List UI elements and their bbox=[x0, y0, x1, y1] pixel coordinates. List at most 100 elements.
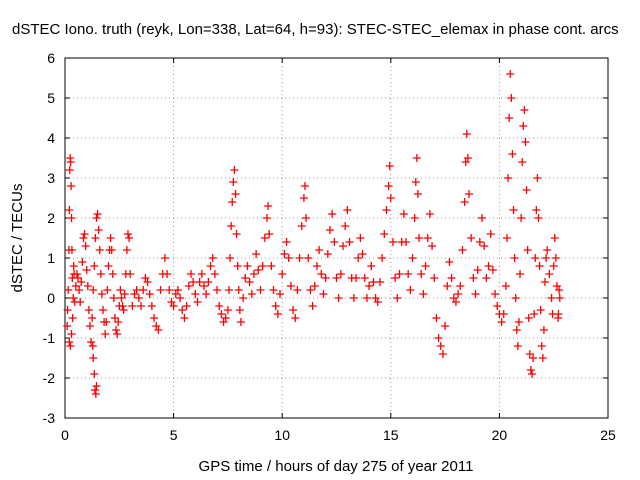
data-point bbox=[106, 234, 115, 242]
data-point bbox=[89, 286, 98, 294]
data-point bbox=[385, 162, 394, 170]
data-point bbox=[518, 158, 527, 166]
axis-ticks: 0 5 10 15 20 25 -3 -2 -1 0 1 2 3 4 5 6 bbox=[43, 50, 616, 443]
data-point bbox=[160, 254, 169, 262]
data-point bbox=[491, 290, 500, 298]
data-point bbox=[341, 222, 350, 230]
data-point bbox=[530, 310, 539, 318]
data-point bbox=[90, 262, 99, 270]
data-point bbox=[321, 274, 330, 282]
data-point bbox=[349, 294, 358, 302]
data-point bbox=[125, 234, 134, 242]
data-point bbox=[543, 246, 552, 254]
data-point bbox=[425, 210, 434, 218]
data-point bbox=[511, 294, 520, 302]
data-point bbox=[233, 262, 242, 270]
data-point bbox=[252, 250, 261, 258]
data-points bbox=[63, 70, 564, 398]
data-point bbox=[90, 386, 99, 394]
data-point bbox=[365, 282, 374, 290]
data-point bbox=[312, 262, 321, 270]
data-point bbox=[441, 322, 450, 330]
data-point bbox=[458, 246, 467, 254]
data-point bbox=[399, 210, 408, 218]
x-tick-label: 0 bbox=[61, 427, 69, 443]
y-tick-label: -2 bbox=[43, 370, 56, 386]
data-point bbox=[521, 138, 530, 146]
data-point bbox=[215, 302, 224, 310]
data-point bbox=[504, 174, 513, 182]
data-point bbox=[510, 254, 519, 262]
data-point bbox=[352, 274, 361, 282]
data-point bbox=[258, 262, 267, 270]
data-point bbox=[213, 286, 222, 294]
data-point bbox=[330, 238, 339, 246]
data-point bbox=[417, 270, 426, 278]
data-point bbox=[411, 178, 420, 186]
data-point bbox=[537, 342, 546, 350]
data-point bbox=[505, 114, 514, 122]
data-point bbox=[473, 266, 482, 274]
data-point bbox=[551, 254, 560, 262]
data-point bbox=[126, 270, 135, 278]
data-point bbox=[410, 214, 419, 222]
data-point bbox=[69, 262, 78, 270]
data-point bbox=[109, 294, 118, 302]
data-point bbox=[532, 206, 541, 214]
data-point bbox=[204, 278, 213, 286]
data-point bbox=[334, 294, 343, 302]
data-point bbox=[75, 286, 84, 294]
data-point bbox=[249, 270, 258, 278]
data-point bbox=[486, 230, 495, 238]
data-point bbox=[65, 166, 74, 174]
data-point bbox=[95, 246, 104, 254]
data-point bbox=[186, 270, 195, 278]
data-point bbox=[367, 262, 376, 270]
chart-title: dSTEC Iono. truth (reyk, Lon=338, Lat=64… bbox=[12, 21, 619, 38]
data-point bbox=[531, 254, 540, 262]
data-point bbox=[514, 318, 523, 326]
data-point bbox=[235, 306, 244, 314]
y-tick-label: 2 bbox=[47, 210, 55, 226]
data-point bbox=[265, 230, 274, 238]
data-point bbox=[210, 270, 219, 278]
data-point bbox=[120, 290, 129, 298]
data-point bbox=[375, 278, 384, 286]
data-point bbox=[178, 306, 187, 314]
data-point bbox=[412, 154, 421, 162]
data-point bbox=[118, 302, 127, 310]
data-point bbox=[523, 246, 532, 254]
data-point bbox=[176, 294, 185, 302]
data-point bbox=[456, 282, 465, 290]
data-point bbox=[284, 254, 293, 262]
data-point bbox=[434, 334, 443, 342]
data-point bbox=[533, 174, 542, 182]
data-point bbox=[232, 230, 241, 238]
x-tick-label: 5 bbox=[170, 427, 178, 443]
data-point bbox=[289, 306, 298, 314]
data-point bbox=[408, 254, 417, 262]
data-point bbox=[545, 270, 554, 278]
data-point bbox=[269, 286, 278, 294]
data-point bbox=[469, 274, 478, 282]
data-point bbox=[76, 298, 85, 306]
data-point bbox=[264, 202, 273, 210]
data-point bbox=[512, 326, 521, 334]
data-point bbox=[319, 290, 328, 298]
data-point bbox=[278, 270, 287, 278]
data-point bbox=[488, 266, 497, 274]
data-point bbox=[332, 274, 341, 282]
data-point bbox=[99, 306, 108, 314]
data-point bbox=[254, 266, 263, 274]
data-point bbox=[534, 214, 543, 222]
data-point bbox=[85, 322, 94, 330]
data-point bbox=[304, 254, 313, 262]
data-point bbox=[421, 262, 430, 270]
data-point bbox=[482, 274, 491, 282]
x-tick-label: 10 bbox=[274, 427, 290, 443]
data-point bbox=[89, 354, 98, 362]
data-point bbox=[67, 330, 76, 338]
data-point bbox=[380, 230, 389, 238]
data-point bbox=[356, 234, 365, 242]
data-point bbox=[542, 254, 551, 262]
